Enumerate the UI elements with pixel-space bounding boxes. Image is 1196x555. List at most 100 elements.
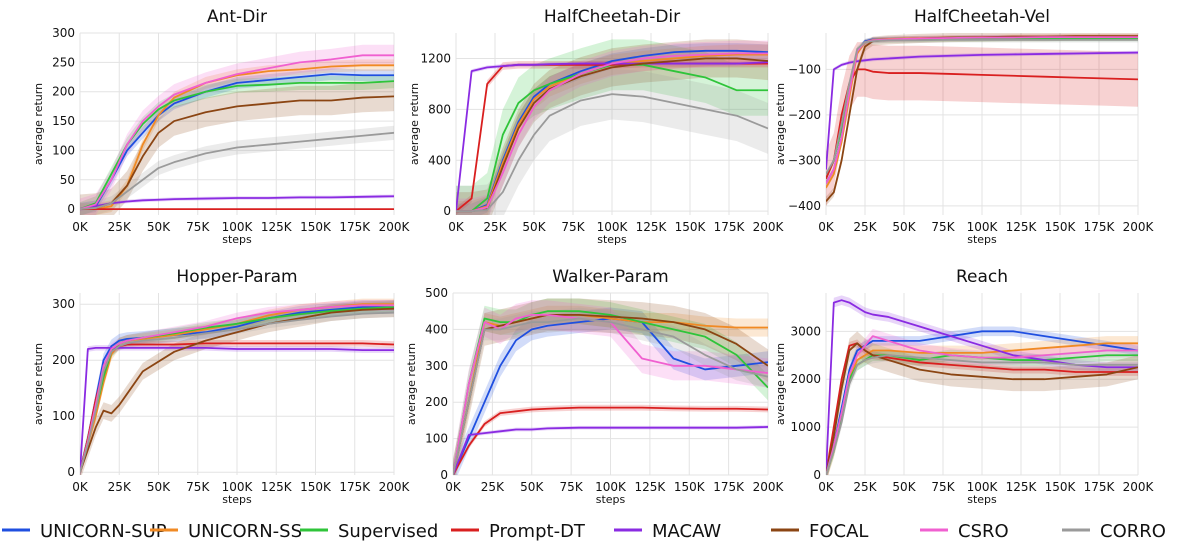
x-tick-label: 0K [72,220,89,234]
x-tick-label: 50K [892,480,916,494]
series-line-csro [80,54,394,210]
x-tick-label: 125K [1006,480,1038,494]
x-tick-label: 0K [818,220,835,234]
x-axis-label: steps [597,233,627,246]
x-tick-label: 25K [853,220,877,234]
x-tick-label: 50K [522,220,546,234]
series-line-corro [80,131,394,211]
x-tick-label: 75K [931,480,955,494]
x-tick-label: 175K [1084,480,1116,494]
y-tick-label: 0 [67,465,75,479]
x-tick-label: 0K [72,480,89,494]
band-corro [453,307,768,475]
y-tick-label: 100 [52,409,75,423]
x-tick-label: 50K [892,220,916,234]
y-tick-label: 200 [52,353,75,367]
y-tick-label: 300 [52,297,75,311]
series-group [453,298,768,475]
series-line-supervised [826,354,1138,475]
y-tick-label: 0 [67,202,75,216]
series-line-macaw [456,61,768,212]
chart-title: HalfCheetah-Dir [544,7,680,27]
series-group [456,39,768,215]
y-axis-label: average return [774,343,787,425]
series-line-corro [456,93,768,213]
x-tick-label: 125K [261,220,293,234]
series-line-macaw [826,299,1138,475]
x-tick-label: 100K [967,480,999,494]
x-tick-label: 75K [561,220,585,234]
y-tick-label: 150 [52,114,75,128]
chart-title: Ant-Dir [207,7,267,27]
x-tick-label: 175K [339,480,371,494]
x-tick-label: 25K [481,480,505,494]
series-line-supervised [453,310,768,475]
y-tick-label: 50 [60,173,75,187]
x-tick-label: 100K [222,220,254,234]
series-line-prompt-dt [826,342,1138,475]
band-macaw [826,50,1138,172]
x-tick-label: 175K [339,220,371,234]
x-axis-label: steps [596,493,626,506]
x-tick-label: 50K [520,480,544,494]
series-line-csro [453,313,768,475]
series-line-focal [826,342,1138,475]
x-tick-label: 150K [1045,220,1077,234]
x-tick-label: 150K [300,220,332,234]
chart-panel-ant-dir: 0K 25K 50K 75K 100K 125K 150K 175K 200K 0 50 100 150… [32,7,411,246]
series-group [826,33,1138,206]
legend-label-supervised: Supervised [338,521,438,542]
chart-panel-halfcheetah-vel: 0K 25K 50K 75K 100K 125K 150K 175K 200K −100 −200 −… [774,7,1155,246]
y-tick-label: 200 [425,395,448,409]
x-tick-label: 25K [483,220,507,234]
band-macaw [80,194,394,211]
x-tick-label: 125K [261,480,293,494]
legend-label-focal: FOCAL [809,521,868,542]
y-tick-label: −300 [788,153,821,167]
y-axis-label: average return [774,83,787,165]
x-tick-label: 175K [1084,220,1116,234]
x-tick-label: 150K [674,480,706,494]
band-unicorn-sup [826,326,1138,475]
y-axis-label: average return [32,343,45,425]
chart-title: HalfCheetah-Vel [914,7,1050,27]
series-line-corro [826,38,1138,175]
x-axis-label: steps [222,233,252,246]
x-tick-label: 75K [186,220,210,234]
y-tick-label: 0 [440,468,448,482]
series-line-supervised [80,80,394,210]
series-line-prompt-dt [453,406,768,475]
legend-label-prompt-dt: Prompt-DT [489,521,586,542]
y-tick-label: 400 [425,322,448,336]
x-tick-label: 125K [634,480,666,494]
y-tick-label: 0 [813,468,821,482]
x-tick-label: 125K [636,220,668,234]
x-tick-label: 75K [560,480,584,494]
series-group [80,44,394,215]
chart-title: Reach [956,267,1008,287]
y-axis-label: average return [408,83,421,165]
y-tick-label: 0 [443,204,451,218]
y-tick-label: −100 [788,62,821,76]
series-line-macaw [80,195,394,211]
x-tick-label: 100K [967,220,999,234]
x-tick-label: 200K [753,220,785,234]
series-line-corro [826,354,1138,475]
y-tick-label: −400 [788,199,821,213]
band-prompt-dt [826,339,1138,475]
legend-label-macaw: MACAW [652,521,721,542]
x-tick-label: 175K [714,220,746,234]
chart-title: Walker-Param [552,267,668,287]
chart-title: Hopper-Param [176,267,297,287]
series-line-unicorn-sup [453,317,768,475]
legend-label-unicorn-ss: UNICORN-SS [188,521,302,542]
series-line-macaw [826,51,1138,170]
series-line-macaw [80,346,394,473]
x-tick-label: 25K [108,480,132,494]
legend-label-unicorn-sup: UNICORN-SUP [40,521,167,542]
series-line-supervised [456,63,768,213]
x-tick-label: 150K [300,480,332,494]
series-group [826,295,1138,475]
x-tick-label: 200K [1123,220,1155,234]
